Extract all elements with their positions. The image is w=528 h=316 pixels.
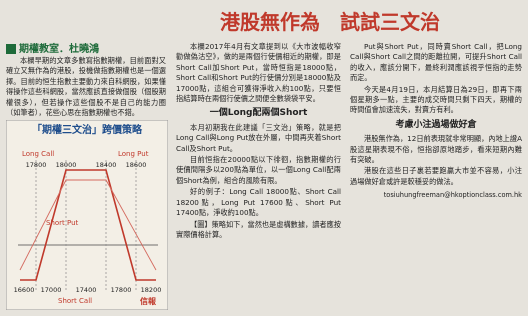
strike: 17800: [26, 161, 47, 169]
paragraph: 目前恒指在20000點以下徘徊，指數期權的行使價間隔多以200點為單位，以一個L…: [176, 155, 341, 186]
strike: 16600: [14, 286, 35, 294]
page: 港股無作為 試試三文治 期權教室．杜曉鴻 本欄早期的文章多數寫指數期權，目前面對…: [0, 0, 528, 316]
paragraph: 【圖】策略如下，當然也是虛構數據，讀者應按實際價格計算。: [176, 220, 341, 241]
left-column: 本欄早期的文章多數寫指數期權，目前面對又確立又無作為的港股，投機做指數期權也是一…: [6, 56, 166, 119]
label: Long Call: [22, 150, 54, 158]
middle-column: 本欄2017年4月有文章提到以《大市波幅收窄 勸做偽沽空》，做的是兩個行使價相近…: [176, 42, 341, 241]
strike: 18600: [126, 161, 147, 169]
headline: 港股無作為 試試三文治: [150, 6, 510, 35]
subheading: 一個Long配兩個Short: [176, 108, 341, 118]
figure-frame: [6, 120, 168, 310]
strike: 18400: [96, 161, 117, 169]
email: tosiuhungfreeman@hkoptionclass.com.hk: [350, 190, 522, 200]
strike: 18200: [141, 286, 162, 294]
label: Long Put: [118, 150, 149, 158]
paragraph: 港股無作為，12日前表現就非常明顯，內地上證A股這星期表現不俗，恒指卻原地踏步，…: [350, 134, 522, 165]
label: Short Put: [46, 219, 79, 227]
section-label: 期權教室．杜曉鴻: [6, 40, 99, 55]
paragraph: Put與Short Put，同時賣Short Call，把Long Call與S…: [350, 42, 522, 84]
paragraph: 今天是4月19日，本月結算日為29日，即再下兩個星期多一點，主要的成交時間只剩下…: [350, 85, 522, 116]
paragraph: 本欄2017年4月有文章提到以《大市波幅收窄 勸做偽沽空》，做的是兩個行使價相近…: [176, 42, 341, 104]
paragraph: 本月初期我在此建議「三文治」策略，就是把Long Call與Long Put放在…: [176, 123, 341, 154]
right-column: Put與Short Put，同時賣Short Call，把Long Call與S…: [350, 42, 522, 202]
source: 信報: [140, 296, 157, 306]
strike: 18000: [56, 161, 77, 169]
label: Short Call: [58, 297, 92, 305]
paragraph: 好的例子：Long Call 18000點、Short Call 18200點，…: [176, 187, 341, 218]
figure: 「期權三文治」跨價策略 Long Call Long Put Short Put…: [6, 120, 168, 310]
paragraph: 本欄早期的文章多數寫指數期權，目前面對又確立又無作為的港股，投機做指數期權也是一…: [6, 56, 166, 118]
section-text: 期權教室．杜曉鴻: [19, 44, 99, 55]
figure-title: 「期權三文治」跨價策略: [32, 123, 143, 136]
strike: 17800: [111, 286, 132, 294]
strike: 17400: [76, 286, 97, 294]
strike: 17000: [41, 286, 62, 294]
paragraph: 港股在這些日子裏若要跑贏大市並不容易，小注過場做好倉或許是較穩妥的做法。: [350, 166, 522, 187]
subheading: 考慮小注過場做好倉: [350, 120, 522, 130]
